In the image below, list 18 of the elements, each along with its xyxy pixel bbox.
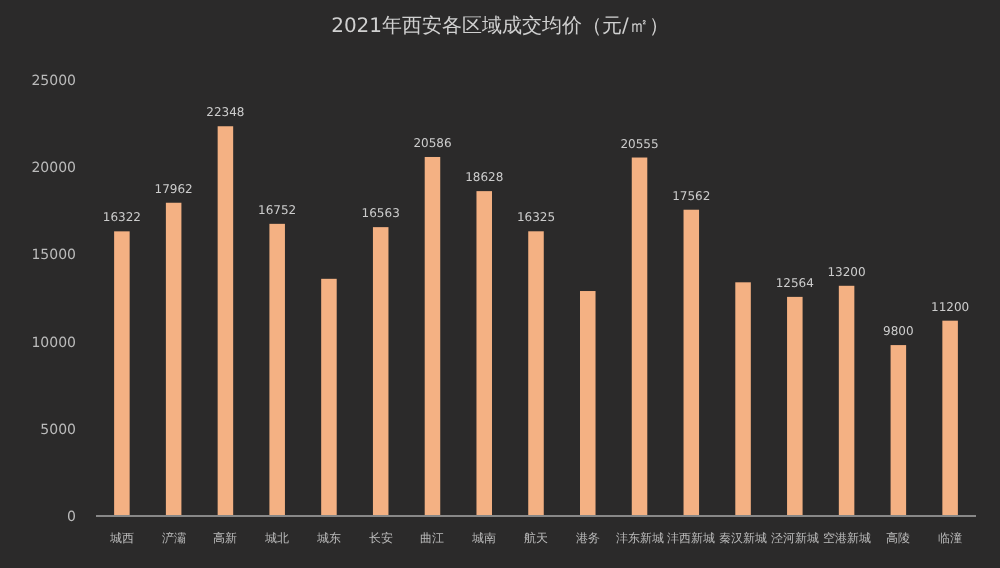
bar bbox=[890, 345, 907, 516]
bar bbox=[735, 282, 751, 516]
bar bbox=[476, 191, 492, 516]
bar bbox=[217, 126, 234, 516]
bar bbox=[580, 291, 596, 516]
bar bbox=[424, 156, 441, 516]
bar bbox=[321, 278, 337, 516]
bar bbox=[372, 227, 389, 516]
bar bbox=[683, 209, 700, 516]
bar bbox=[269, 223, 285, 516]
bar bbox=[838, 285, 855, 516]
bar bbox=[631, 157, 648, 516]
bar bbox=[165, 202, 182, 516]
bar bbox=[787, 296, 803, 516]
chart-title: 2021年西安各区域成交均价（元/㎡） bbox=[331, 14, 669, 38]
bar bbox=[942, 320, 958, 516]
bar bbox=[528, 231, 544, 516]
bar bbox=[114, 231, 130, 516]
